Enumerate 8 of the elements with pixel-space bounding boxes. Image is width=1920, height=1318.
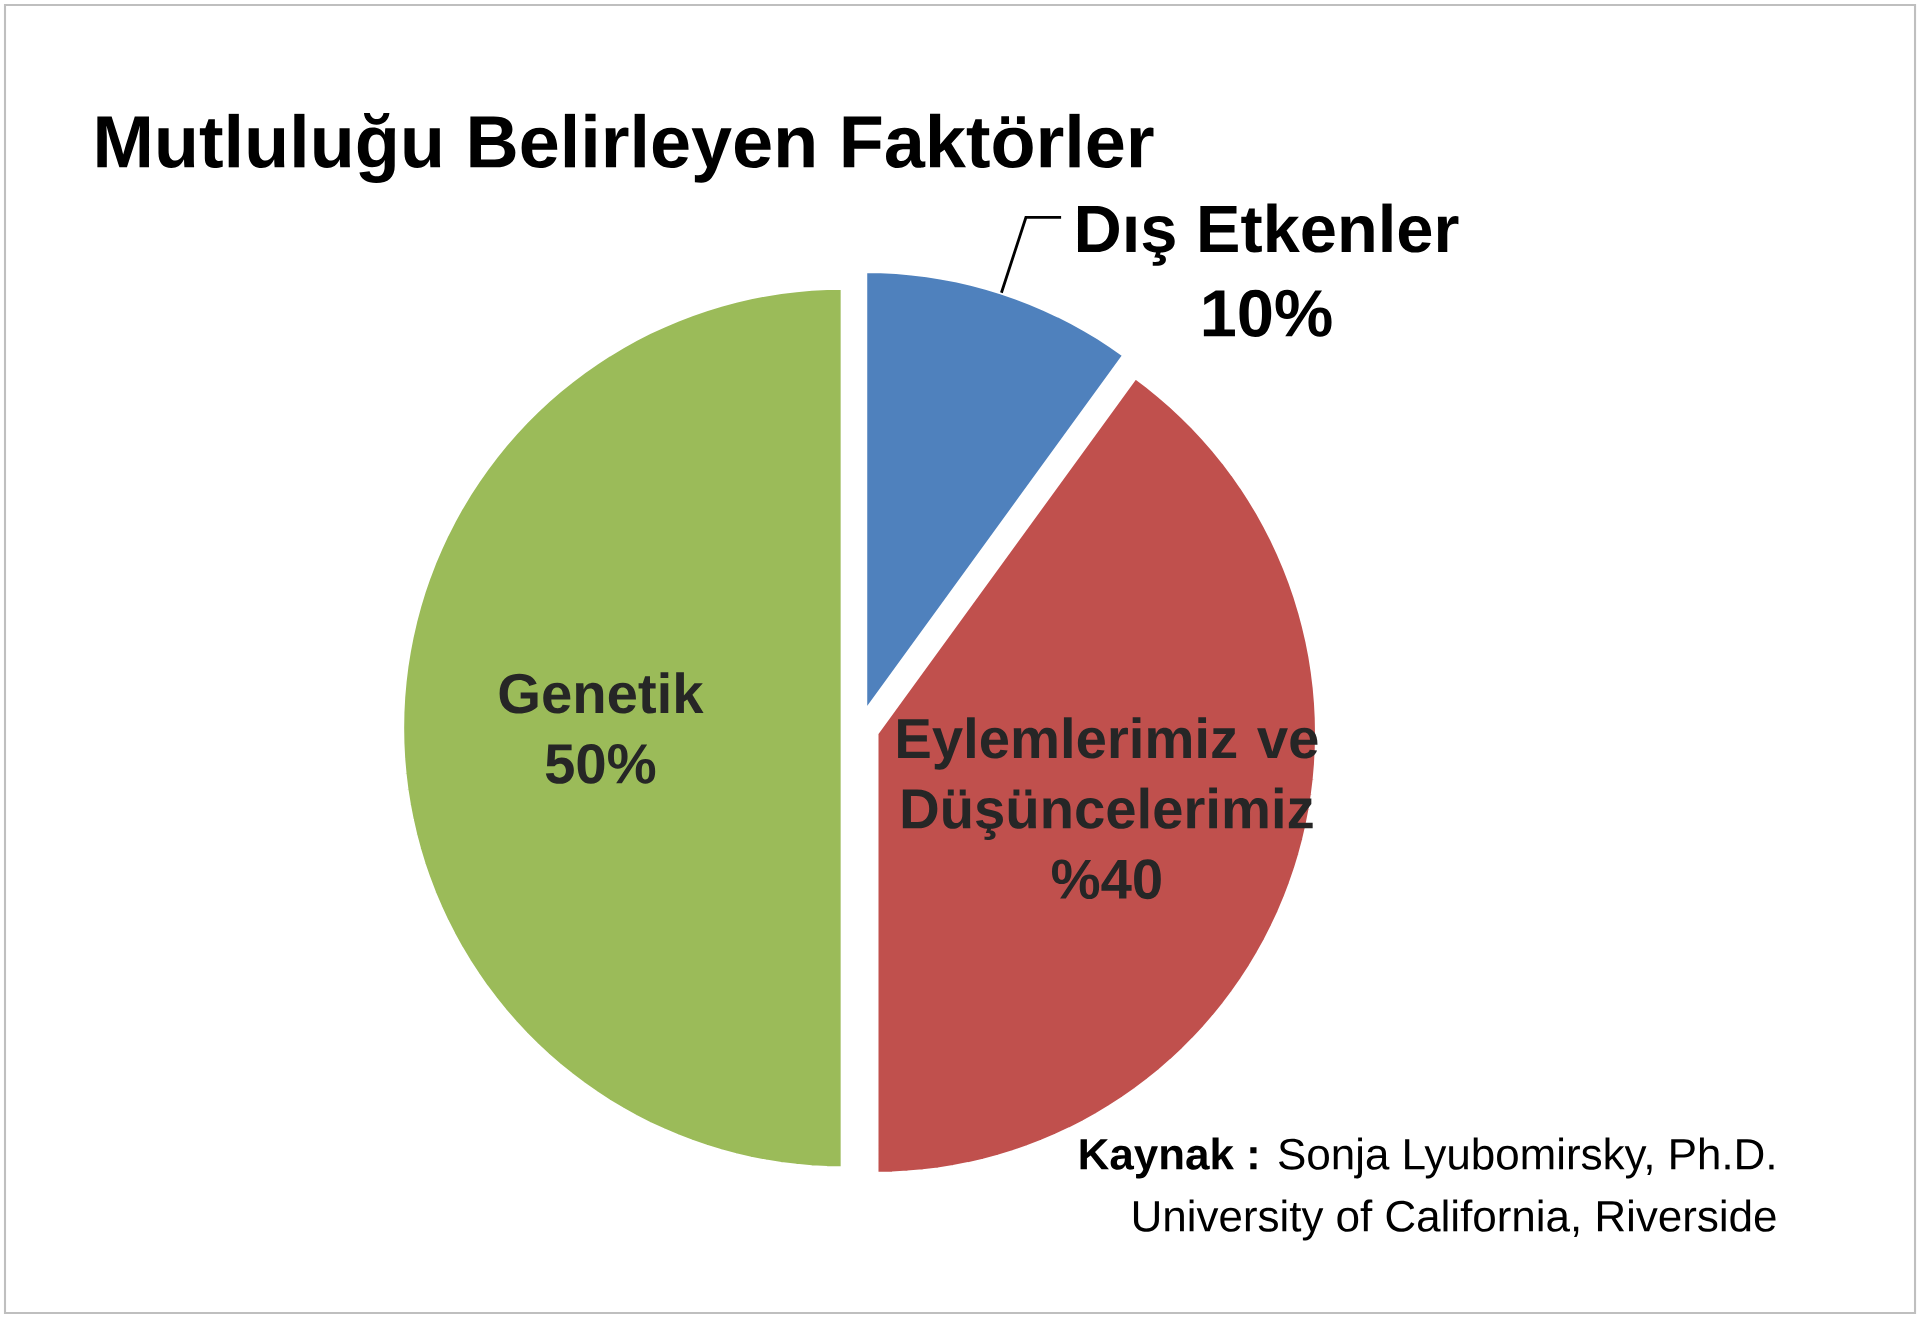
chart-title: Mutluluğu Belirleyen Faktörler	[97, 113, 1154, 183]
data-label: 50%	[545, 744, 656, 784]
data-label: %40	[1052, 859, 1161, 900]
data-label: 10%	[1203, 289, 1332, 337]
text: Kaynak : Sonja Lyubomirsky, Ph.D.	[1080, 1137, 1774, 1179]
slice-label: Dış Etkenler	[1077, 203, 1459, 266]
slice-label: Genetik	[499, 672, 704, 714]
text: University of California, Riverside	[1133, 1199, 1776, 1241]
